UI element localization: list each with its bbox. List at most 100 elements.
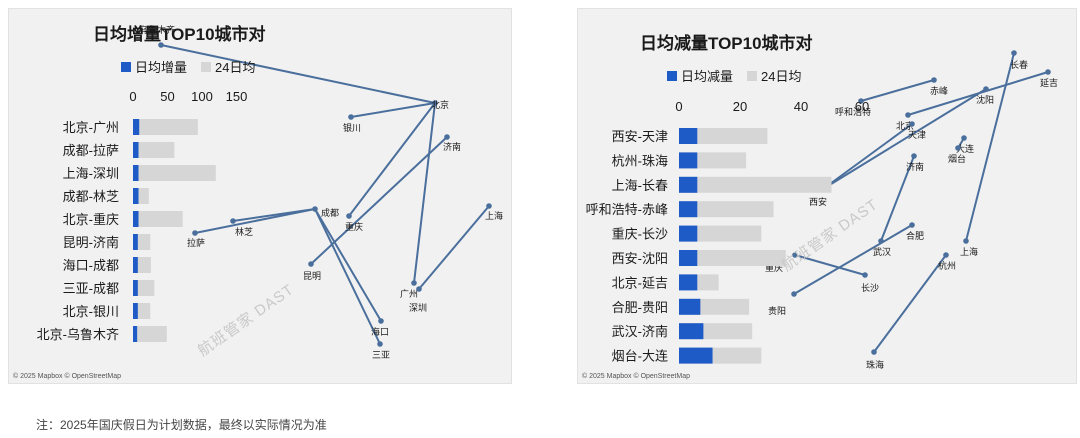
city-label: 济南 xyxy=(906,161,924,172)
city-dot xyxy=(909,222,915,228)
city-label: 沈阳 xyxy=(976,94,994,105)
route-line xyxy=(793,224,913,295)
category-label: 成都-林芝 xyxy=(63,189,119,204)
x-tick-label: 150 xyxy=(226,89,248,104)
city-dot xyxy=(792,252,798,258)
city-label: 珠海 xyxy=(866,359,884,370)
legend-label-change: 日均减量 xyxy=(681,69,733,84)
bar-change xyxy=(133,257,138,273)
x-tick-label: 50 xyxy=(160,89,174,104)
route-line xyxy=(194,208,316,234)
city-dot xyxy=(377,341,383,347)
bar-change xyxy=(679,323,704,340)
city-dot xyxy=(943,252,949,258)
city-dot xyxy=(955,145,961,151)
bar-change xyxy=(133,211,139,227)
category-label: 上海-深圳 xyxy=(63,166,119,181)
category-label: 昆明-济南 xyxy=(63,235,119,250)
bar-avg xyxy=(133,280,155,296)
city-label: 北京 xyxy=(896,120,914,131)
map-attribution[interactable]: © 2025 Mapbox © OpenStreetMap xyxy=(582,373,690,380)
bar-avg xyxy=(679,128,768,144)
city-label: 银川 xyxy=(343,122,361,133)
city-label: 拉萨 xyxy=(187,237,205,248)
bar-change xyxy=(133,280,138,296)
city-dot xyxy=(346,213,352,219)
city-dot xyxy=(1011,50,1017,56)
city-dot xyxy=(911,153,917,159)
city-label: 武汉 xyxy=(873,246,891,257)
city-label: 北京 xyxy=(431,99,449,110)
route-line xyxy=(418,205,490,290)
city-label: 贵阳 xyxy=(768,305,786,316)
bar-change xyxy=(133,326,138,342)
city-dot xyxy=(444,134,450,140)
x-tick-label: 20 xyxy=(733,99,747,114)
category-label: 北京-广州 xyxy=(63,120,119,135)
x-tick-label: 0 xyxy=(675,99,682,114)
bar-change xyxy=(679,298,701,315)
city-dot xyxy=(192,230,198,236)
city-label: 成都 xyxy=(321,207,339,218)
category-label: 西安-天津 xyxy=(612,129,668,144)
bar-change xyxy=(679,176,698,193)
route-line xyxy=(232,208,316,222)
bar-avg xyxy=(133,165,216,181)
city-label: 上海 xyxy=(485,210,503,221)
category-label: 武汉-济南 xyxy=(612,324,668,339)
right-chart-panel: 长春 延吉 赤峰 呼和浩特 沈阳 北京 天津 大连 烟台 济南 西安 合肥 武汉 上海 杭州 重庆 长沙 贵阳 珠海… xyxy=(577,8,1077,384)
legend-label-change: 日均增量 xyxy=(135,60,187,75)
city-label: 重庆 xyxy=(345,221,363,232)
city-label: 大连 xyxy=(956,143,974,154)
city-dot xyxy=(983,86,989,92)
bar-change xyxy=(133,119,140,135)
category-label: 呼和浩特-赤峰 xyxy=(586,202,668,217)
route-line xyxy=(822,123,913,190)
city-label: 西安 xyxy=(809,196,827,207)
bar-change xyxy=(133,165,139,181)
category-label: 烟台-大连 xyxy=(612,349,668,364)
bar-change xyxy=(679,347,713,364)
legend-swatch-change xyxy=(667,71,677,81)
city-dot xyxy=(432,100,438,106)
category-label: 北京-延吉 xyxy=(612,275,668,290)
city-label: 杭州 xyxy=(938,260,956,271)
x-tick-label: 100 xyxy=(191,89,213,104)
city-label: 海口 xyxy=(371,326,389,337)
city-dot xyxy=(230,218,236,224)
category-label: 三亚-成都 xyxy=(63,281,119,296)
footnote: 注：2025年国庆假日为计划数据，最终以实际情况为准 xyxy=(36,418,327,432)
city-label: 烟台 xyxy=(948,153,966,164)
city-label: 延吉 xyxy=(1040,77,1058,88)
route-line xyxy=(822,88,987,190)
city-label: 深圳 xyxy=(409,303,427,313)
city-dot xyxy=(308,261,314,267)
bar-change xyxy=(679,152,698,169)
city-label: 长沙 xyxy=(861,282,879,293)
route-line xyxy=(907,71,1049,116)
city-label: 广州 xyxy=(400,288,418,299)
city-label: 赤峰 xyxy=(930,86,948,96)
category-label: 杭州-珠海 xyxy=(612,153,668,168)
category-label: 北京-银川 xyxy=(63,304,119,319)
category-label: 合肥-贵阳 xyxy=(612,300,668,315)
city-dot xyxy=(961,135,967,141)
legend-swatch-change xyxy=(121,62,131,72)
city-label: 乌鲁木齐 xyxy=(139,24,175,35)
map-attribution[interactable]: © 2025 Mapbox © OpenStreetMap xyxy=(13,373,121,380)
chart-title: 日均增量TOP10城市对 xyxy=(93,24,266,44)
category-label: 海口-成都 xyxy=(63,258,119,273)
city-dot xyxy=(931,77,937,83)
category-label: 北京-乌鲁木齐 xyxy=(37,327,119,342)
legend-label-avg: 24日均 xyxy=(215,60,255,75)
bar-avg xyxy=(679,201,774,218)
route-line xyxy=(310,136,448,265)
city-dot xyxy=(1045,69,1051,75)
city-label: 上海 xyxy=(960,246,978,257)
left-chart-panel: 乌鲁木齐 北京 银川 济南 成都 重庆 拉萨 林芝 上海 昆明 广州 深圳 海口 三亚 日均增量TOP10城… xyxy=(8,8,512,384)
city-dot xyxy=(486,203,492,209)
bar-change xyxy=(679,201,698,218)
category-label: 西安-沈阳 xyxy=(612,251,668,266)
bar-change xyxy=(679,225,698,242)
